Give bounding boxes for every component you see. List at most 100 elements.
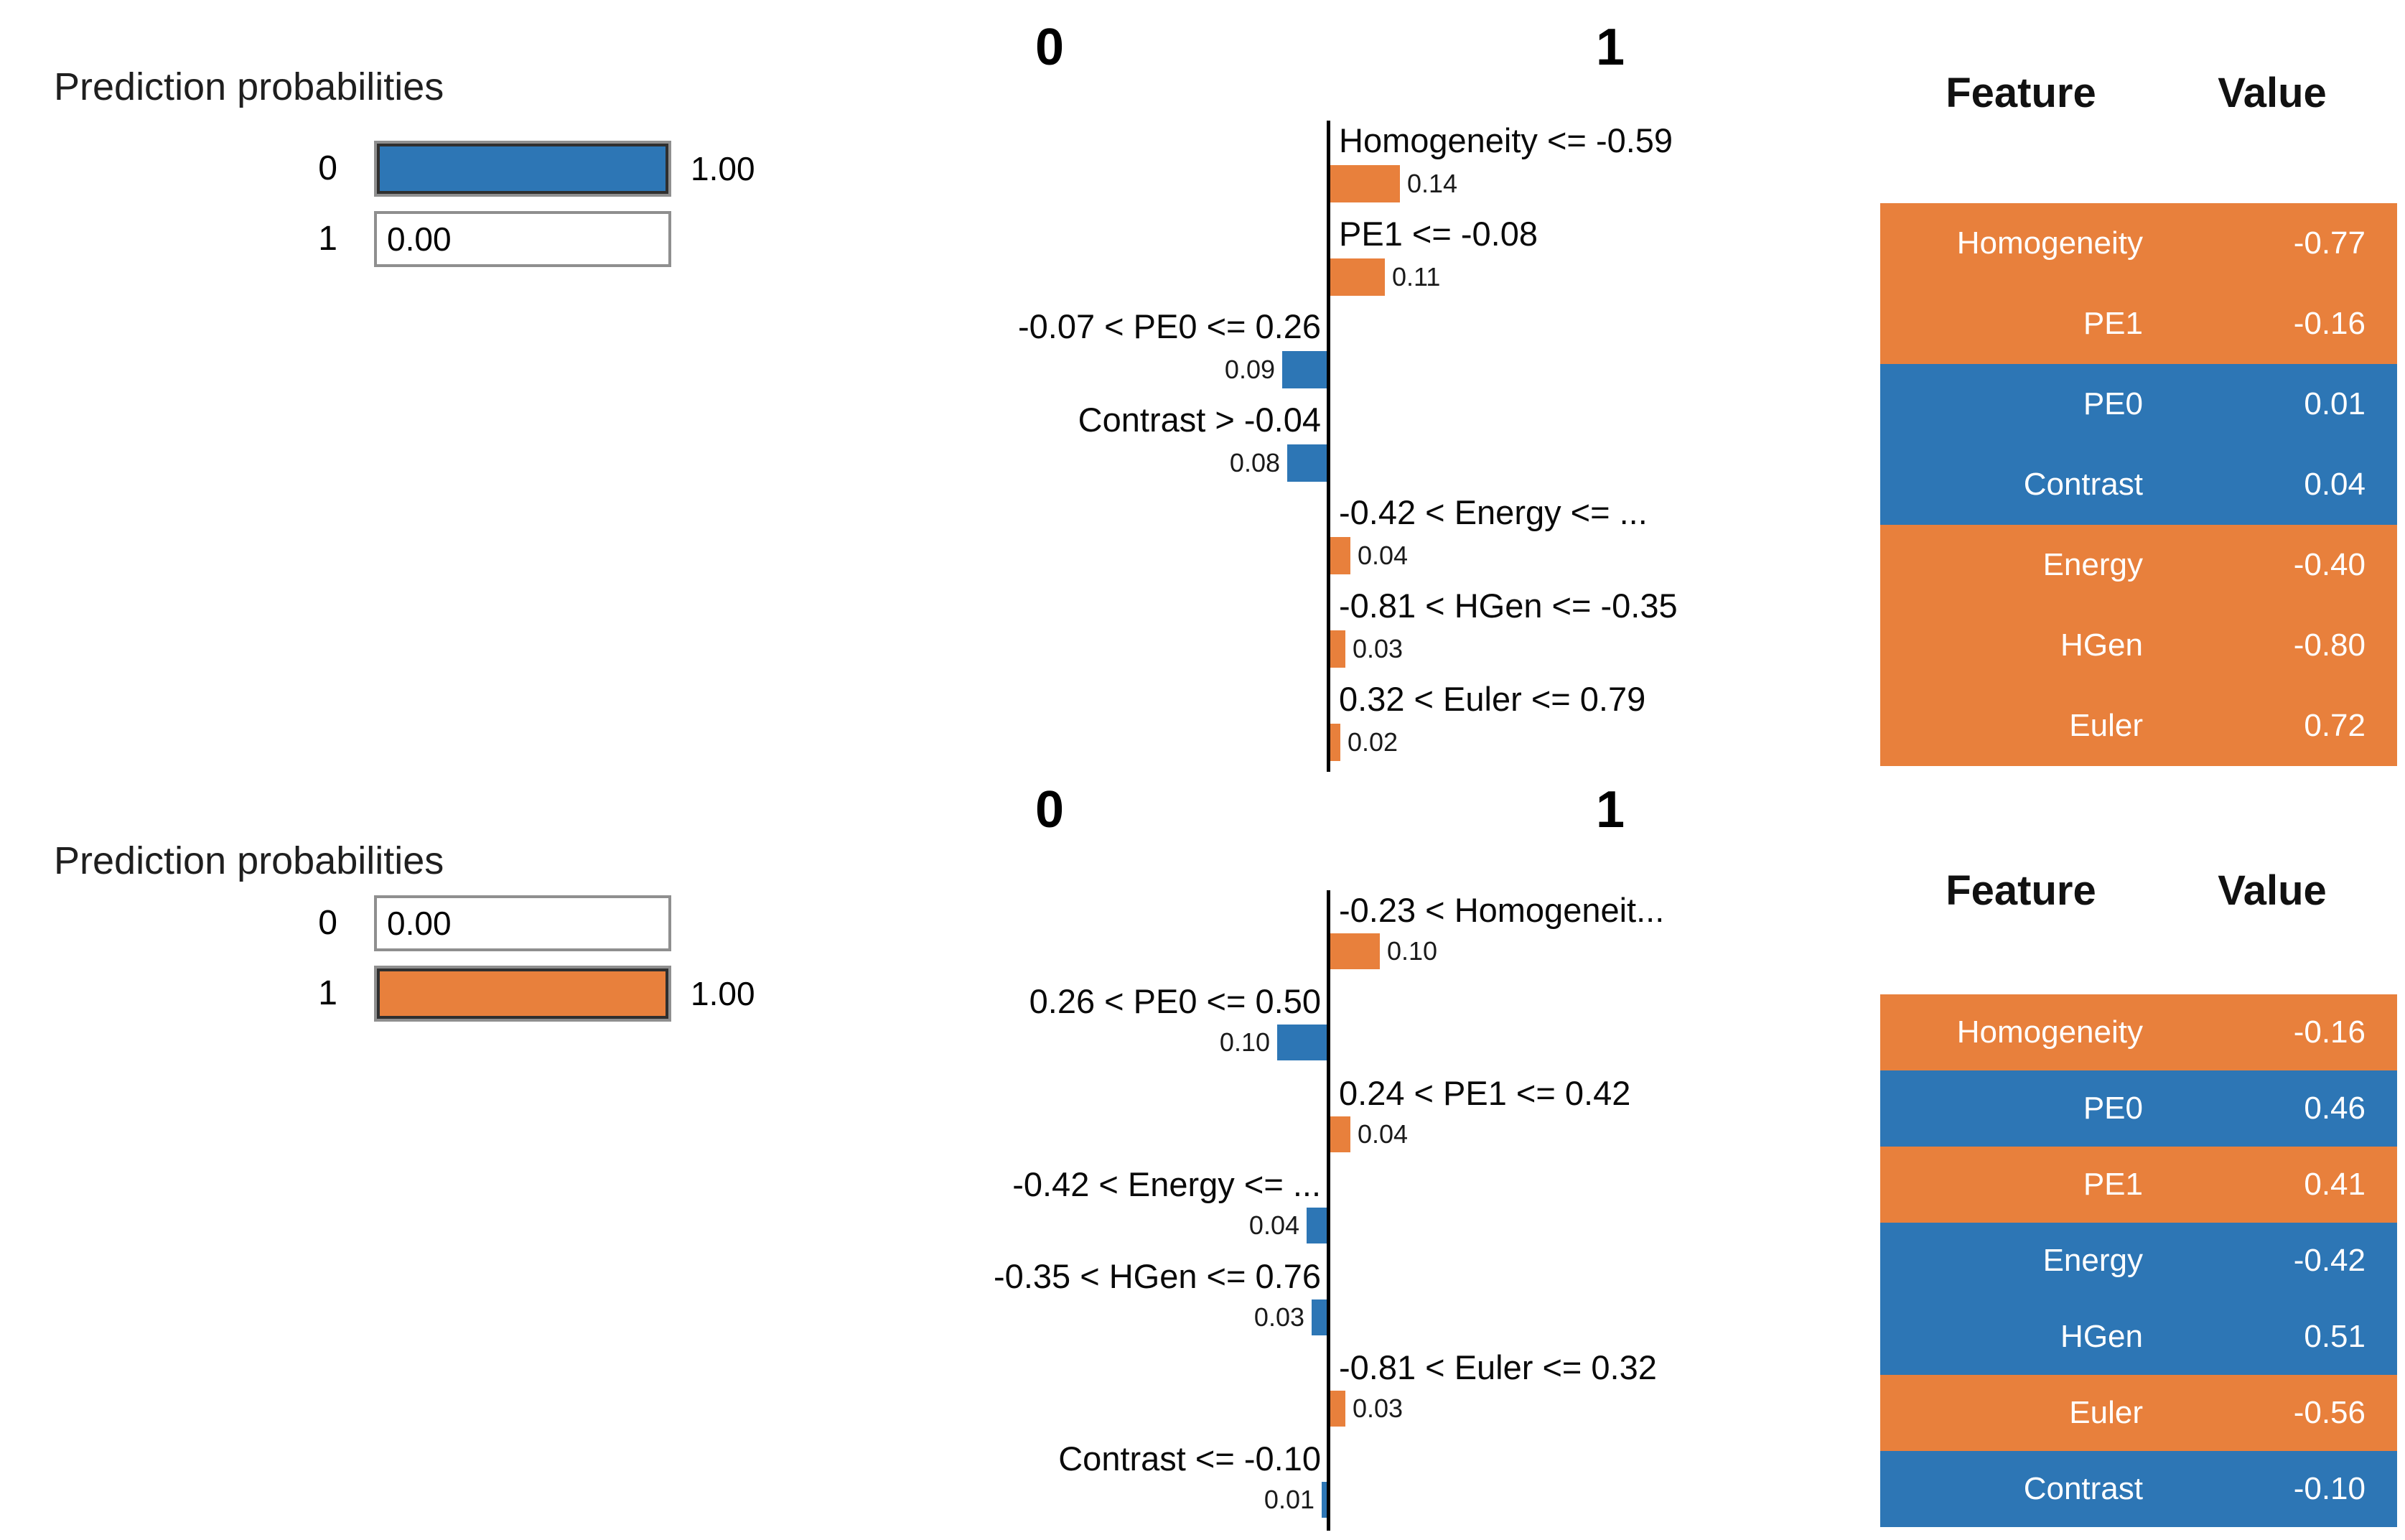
table-row: Homogeneity -0.77 xyxy=(1880,203,2397,284)
contribution-value: 0.14 xyxy=(1407,169,1458,198)
contribution-value: 0.04 xyxy=(1358,1119,1409,1149)
table-row: Homogeneity -0.16 xyxy=(1880,994,2397,1070)
class-1-header: 1 xyxy=(1595,19,1625,76)
contribution-bar xyxy=(1277,1025,1327,1060)
feature-name: Homogeneity xyxy=(1956,225,2143,261)
feature-value: -0.56 xyxy=(2293,1395,2366,1430)
feature-value: 0.72 xyxy=(2304,708,2366,743)
probability-value: 1.00 xyxy=(691,150,755,187)
contribution-bar xyxy=(1307,1208,1327,1243)
feature-rule-label: Contrast > -0.04 xyxy=(1078,401,1321,439)
feature-header: Feature xyxy=(1946,70,2096,116)
feature-rule-label: PE1 <= -0.08 xyxy=(1339,215,1538,253)
probability-value: 0.00 xyxy=(387,905,452,942)
probability-bar-label: 0 xyxy=(318,904,337,942)
feature-name: Energy xyxy=(2042,547,2143,582)
probability-bar-label: 1 xyxy=(318,974,337,1012)
contribution-value: 0.10 xyxy=(1219,1027,1270,1057)
feature-value: 0.41 xyxy=(2304,1167,2366,1202)
feature-value: -0.80 xyxy=(2293,627,2366,663)
feature-name: Contrast xyxy=(2023,1471,2143,1506)
feature-value: -0.40 xyxy=(2293,547,2366,582)
class-1-header: 1 xyxy=(1595,781,1625,839)
feature-value: -0.42 xyxy=(2293,1243,2366,1278)
feature-name: PE1 xyxy=(2083,306,2143,341)
contribution-bar xyxy=(1330,724,1340,761)
feature-rule-label: -0.35 < HGen <= 0.76 xyxy=(994,1257,1321,1295)
contribution-value: 0.03 xyxy=(1353,1394,1404,1423)
contribution-value: 0.03 xyxy=(1353,634,1404,663)
feature-rule-label: -0.42 < Energy <= ... xyxy=(1012,1165,1321,1203)
feature-value: -0.77 xyxy=(2293,225,2366,261)
feature-rule-label: -0.23 < Homogeneit... xyxy=(1339,891,1665,929)
value-header: Value xyxy=(2218,70,2327,116)
contribution-bar xyxy=(1330,933,1380,969)
contribution-value: 0.03 xyxy=(1253,1302,1304,1332)
probability-bar-label: 1 xyxy=(318,220,337,258)
feature-name: Energy xyxy=(2042,1243,2143,1278)
feature-name: PE1 xyxy=(2083,1167,2143,1202)
probability-bar-track xyxy=(374,141,671,197)
feature-value: -0.16 xyxy=(2293,306,2366,341)
contribution-bar xyxy=(1330,258,1385,296)
feature-value: 0.46 xyxy=(2304,1091,2366,1126)
feature-value: 0.51 xyxy=(2304,1319,2366,1354)
contribution-bar xyxy=(1330,630,1345,668)
feature-name: PE0 xyxy=(2083,1091,2143,1126)
contribution-bar xyxy=(1287,444,1327,482)
feature-rule-label: Contrast <= -0.10 xyxy=(1058,1439,1321,1478)
table-row: Euler -0.56 xyxy=(1880,1375,2397,1451)
contribution-bar xyxy=(1330,1391,1345,1427)
feature-value: 0.04 xyxy=(2304,467,2366,502)
contribution-value: 0.04 xyxy=(1248,1210,1299,1240)
feature-name: HGen xyxy=(2060,1319,2143,1354)
table-row: Energy -0.40 xyxy=(1880,525,2397,605)
table-row: PE1 0.41 xyxy=(1880,1147,2397,1223)
contribution-bar xyxy=(1330,537,1350,574)
chart-axis xyxy=(1327,121,1330,772)
prediction-probabilities-title: Prediction probabilities xyxy=(54,65,444,108)
probability-bar-track xyxy=(374,966,671,1022)
table-row: Euler 0.72 xyxy=(1880,686,2397,766)
feature-name: Homogeneity xyxy=(1956,1014,2143,1050)
table-row: PE0 0.01 xyxy=(1880,364,2397,444)
table-row: PE0 0.46 xyxy=(1880,1070,2397,1147)
feature-rule-label: -0.42 < Energy <= ... xyxy=(1339,493,1648,531)
probability-bar-fill xyxy=(377,969,668,1019)
contribution-value: 0.09 xyxy=(1224,355,1275,384)
contribution-value: 0.04 xyxy=(1358,541,1409,570)
prediction-probabilities-title: Prediction probabilities xyxy=(54,839,444,882)
feature-rule-label: -0.81 < HGen <= -0.35 xyxy=(1339,587,1678,625)
table-row: Contrast 0.04 xyxy=(1880,444,2397,525)
feature-value: -0.16 xyxy=(2293,1014,2366,1050)
probability-value: 0.00 xyxy=(387,220,452,258)
table-row: HGen -0.80 xyxy=(1880,605,2397,686)
contribution-bar xyxy=(1330,165,1400,202)
probability-bar-track: 0.00 xyxy=(374,895,671,951)
contribution-bar xyxy=(1312,1299,1327,1335)
feature-name: Euler xyxy=(2069,1395,2143,1430)
value-header: Value xyxy=(2218,867,2327,914)
feature-name: PE0 xyxy=(2083,386,2143,421)
contribution-value: 0.02 xyxy=(1348,727,1398,757)
contribution-bar xyxy=(1282,351,1327,388)
contribution-value: 0.11 xyxy=(1392,262,1441,291)
probability-bar-label: 0 xyxy=(318,149,337,187)
feature-rule-label: 0.26 < PE0 <= 0.50 xyxy=(1029,982,1321,1020)
probability-bar-fill xyxy=(377,144,668,194)
table-row: PE1 -0.16 xyxy=(1880,284,2397,364)
contribution-bar xyxy=(1330,1116,1350,1152)
table-row: HGen 0.51 xyxy=(1880,1299,2397,1375)
chart-axis xyxy=(1327,890,1330,1531)
feature-value: -0.10 xyxy=(2293,1471,2366,1506)
class-0-header: 0 xyxy=(1035,19,1065,76)
contribution-value: 0.01 xyxy=(1264,1485,1314,1514)
feature-name: Contrast xyxy=(2023,467,2143,502)
feature-rule-label: Homogeneity <= -0.59 xyxy=(1339,121,1673,159)
feature-rule-label: -0.07 < PE0 <= 0.26 xyxy=(1017,307,1321,345)
table-row: Energy -0.42 xyxy=(1880,1223,2397,1299)
feature-value: 0.01 xyxy=(2304,386,2366,421)
